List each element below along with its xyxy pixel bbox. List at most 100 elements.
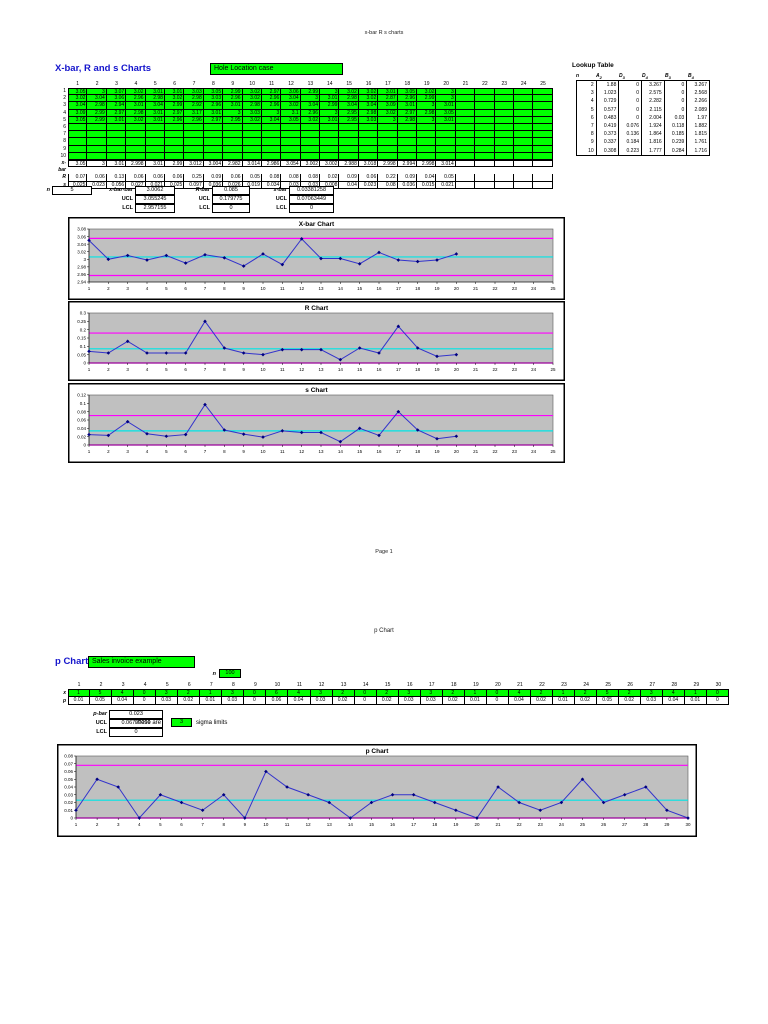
data-cell bbox=[184, 131, 204, 139]
stat-cell: 0.06 bbox=[145, 174, 165, 182]
data-cell bbox=[397, 131, 418, 139]
data-point-marker bbox=[686, 816, 690, 820]
lookup-column-header: B3 bbox=[665, 73, 671, 80]
row-header: 9 bbox=[63, 145, 66, 152]
data-cell: 2.95 bbox=[339, 116, 359, 124]
data-cell: 3.02 bbox=[358, 95, 379, 103]
data-cell bbox=[223, 152, 243, 161]
lookup-cell: 0.239 bbox=[665, 138, 688, 147]
data-cell: 3.01 bbox=[126, 102, 146, 110]
x-cell: 6 bbox=[266, 689, 289, 697]
data-cell: 3.09 bbox=[68, 109, 88, 117]
lookup-row: 4 0.729 0 2.282 0 2.266 bbox=[577, 97, 709, 106]
column-header: 13 bbox=[307, 81, 314, 87]
lookup-cell: 0.337 bbox=[597, 138, 620, 147]
column-header: 5 bbox=[153, 81, 157, 87]
page1-footer: Page 1 bbox=[375, 549, 393, 555]
data-cell bbox=[106, 152, 127, 161]
data-cell bbox=[87, 145, 107, 153]
data-cell: 2.87 bbox=[378, 95, 398, 103]
lookup-cell: 9 bbox=[577, 138, 597, 147]
data-cell bbox=[261, 152, 282, 161]
x-tick-label: 2 bbox=[107, 286, 110, 291]
p-cell: 0.02 bbox=[619, 697, 642, 705]
p-cell: 0.05 bbox=[90, 697, 113, 705]
data-cell bbox=[436, 152, 456, 161]
p-n-value-cell: 100 bbox=[219, 669, 241, 678]
lookup-cell: 0.729 bbox=[597, 97, 620, 106]
lookup-cell: 2.568 bbox=[694, 90, 707, 97]
p-cell: 0 bbox=[354, 697, 377, 705]
lookup-cell: 0.308 bbox=[597, 146, 620, 155]
stat-cell: 3.018 bbox=[358, 160, 379, 168]
data-cell bbox=[475, 124, 495, 132]
x-tick-label: 12 bbox=[299, 449, 305, 454]
x-tick-label: 13 bbox=[327, 822, 333, 827]
stat-cell: 0.13 bbox=[106, 174, 127, 182]
data-point-marker bbox=[299, 237, 304, 241]
data-cell bbox=[494, 116, 514, 124]
xbar-case-label-cell: Hole Location case bbox=[210, 63, 343, 75]
x-tick-label: 7 bbox=[204, 286, 207, 291]
column-header: 21 bbox=[462, 81, 469, 87]
stat-cell bbox=[494, 160, 514, 168]
pbar-value-box: 0.023 bbox=[109, 710, 163, 719]
p-n-label: n bbox=[212, 671, 216, 677]
row-header: 1 bbox=[63, 88, 66, 94]
data-cell bbox=[494, 109, 514, 117]
lookup-row: 7 0.419 0.076 1.924 0.118 1.882 bbox=[577, 121, 709, 131]
lookup-row: 3 1.023 0 2.575 0 2.568 bbox=[577, 89, 709, 98]
data-cell bbox=[164, 145, 185, 153]
stat-cell: 0.02 bbox=[320, 174, 340, 182]
column-header: 19 bbox=[473, 682, 479, 688]
x-tick-label: 3 bbox=[126, 286, 129, 291]
x-tick-label: 5 bbox=[165, 449, 168, 454]
data-cell bbox=[533, 116, 553, 124]
lookup-cell: 0.118 bbox=[665, 121, 688, 131]
stat-cell: 3.05 bbox=[68, 160, 88, 168]
data-point-marker bbox=[319, 430, 323, 435]
data-cell bbox=[358, 145, 379, 153]
data-cell bbox=[184, 124, 204, 132]
data-cell bbox=[203, 145, 224, 153]
x-bar-row: x-bar 3.05 3 3.01 2.998 3.01 2.99 3.012 3.004 2.9… bbox=[54, 160, 553, 174]
xbar-table-row: 4 3.09 2.99 2.97 2.98 3.01 2.97 3.17 3.01 3 3.03 3 3… bbox=[54, 109, 553, 117]
column-header: 7 bbox=[192, 81, 196, 87]
data-cell bbox=[513, 124, 534, 132]
data-cell: 3.02 bbox=[126, 116, 146, 124]
p-cell: 0.02 bbox=[442, 697, 465, 705]
stat-cell: 2.986 bbox=[261, 160, 282, 168]
data-cell bbox=[242, 131, 262, 139]
column-header: 16 bbox=[365, 81, 372, 87]
stat-cell: 0.05 bbox=[436, 174, 456, 182]
stat-cell: 0.034 bbox=[261, 181, 282, 189]
x-tick-label: 13 bbox=[318, 367, 324, 372]
data-cell bbox=[223, 138, 243, 146]
data-cell bbox=[184, 138, 204, 146]
x-tick-label: 23 bbox=[512, 367, 518, 372]
data-cell: 3 bbox=[261, 109, 282, 117]
stat-cell bbox=[455, 174, 476, 182]
sigma-text-after: sigma limits bbox=[196, 720, 228, 726]
data-cell bbox=[436, 138, 456, 146]
data-cell: 2.96 bbox=[203, 102, 224, 110]
data-cell: 3.06 bbox=[106, 95, 127, 103]
data-cell bbox=[87, 124, 107, 132]
r-ucl-value-box: 0.179775 bbox=[212, 195, 250, 204]
data-cell bbox=[378, 131, 398, 139]
data-cell: 2.98 bbox=[242, 102, 262, 110]
x-tick-label: 11 bbox=[280, 449, 285, 454]
r-bar-value-box: 0.085 bbox=[212, 186, 250, 195]
x-tick-label: 18 bbox=[432, 822, 438, 827]
lookup-cell: 0.185 bbox=[665, 130, 688, 139]
xbar-section-title: X-bar, R and s Charts bbox=[55, 63, 152, 74]
row-header: 6 bbox=[63, 124, 66, 131]
y-tick-label: 0.04 bbox=[64, 785, 73, 790]
stat-cell: 0.097 bbox=[184, 181, 204, 189]
stat-cell: 0.09 bbox=[203, 174, 224, 182]
data-cell: 3.05 bbox=[68, 88, 88, 96]
lookup-cell: 1.815 bbox=[694, 131, 707, 138]
data-cell: 3.02 bbox=[300, 116, 321, 124]
data-point-marker bbox=[164, 351, 169, 355]
stat-cell: 0.09 bbox=[339, 174, 359, 182]
